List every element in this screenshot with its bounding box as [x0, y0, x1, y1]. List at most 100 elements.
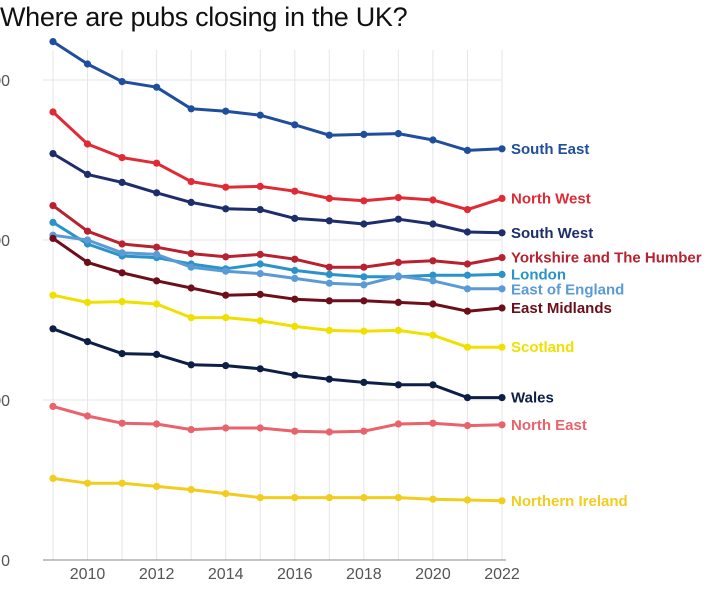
- data-point: [49, 108, 57, 116]
- data-point: [49, 474, 57, 482]
- x-tick-label: 2016: [277, 566, 313, 583]
- data-point: [291, 494, 299, 502]
- data-point: [291, 121, 299, 129]
- data-point: [187, 105, 195, 113]
- data-point: [118, 178, 126, 186]
- data-point: [118, 479, 126, 487]
- data-point: [187, 426, 195, 434]
- data-point: [187, 263, 195, 271]
- data-point: [153, 159, 161, 167]
- data-point: [256, 182, 264, 190]
- series-line: [51, 236, 504, 313]
- data-point: [118, 350, 126, 358]
- data-point: [187, 486, 195, 494]
- data-point: [49, 218, 57, 226]
- data-point: [83, 140, 92, 148]
- data-point: [222, 205, 230, 213]
- data-point: [429, 277, 437, 285]
- data-point: [394, 215, 402, 223]
- series-line: [51, 220, 504, 279]
- data-point: [187, 250, 195, 258]
- series-line: [51, 40, 504, 152]
- series-line: [51, 476, 504, 503]
- data-point: [49, 325, 57, 333]
- series-label: South East: [511, 141, 589, 158]
- data-point: [360, 263, 368, 271]
- data-point: [325, 279, 333, 287]
- data-point: [153, 420, 161, 428]
- data-point: [83, 60, 92, 68]
- data-point: [83, 298, 92, 306]
- data-point: [49, 234, 57, 242]
- data-point: [153, 482, 161, 490]
- data-point: [291, 214, 299, 222]
- series-line: [51, 110, 504, 212]
- series-label: East of England: [511, 281, 624, 298]
- series-label: Scotland: [511, 339, 574, 356]
- data-point: [394, 494, 402, 502]
- data-point: [256, 250, 264, 258]
- data-point: [360, 378, 368, 386]
- data-point: [325, 131, 333, 139]
- data-point: [291, 427, 299, 435]
- data-point: [394, 258, 402, 266]
- data-point: [83, 236, 92, 244]
- data-point: [222, 253, 230, 261]
- data-point: [118, 240, 126, 248]
- data-point: [222, 362, 230, 370]
- data-point: [463, 394, 472, 402]
- data-point: [325, 194, 333, 202]
- data-point: [222, 490, 230, 498]
- data-point: [118, 249, 126, 257]
- data-point: [118, 78, 126, 86]
- data-point: [498, 497, 506, 505]
- data-point: [429, 220, 437, 228]
- data-point: [325, 375, 333, 383]
- data-point: [325, 217, 333, 225]
- data-point: [360, 494, 368, 502]
- data-point: [429, 300, 437, 308]
- data-point: [325, 297, 333, 305]
- series-label: Wales: [511, 390, 554, 407]
- data-point: [187, 361, 195, 369]
- data-point: [153, 83, 161, 91]
- data-point: [360, 327, 368, 335]
- x-tick-label: 2020: [415, 566, 451, 583]
- series-line: [51, 152, 504, 235]
- data-point: [463, 228, 472, 236]
- data-point: [83, 412, 92, 420]
- data-point: [394, 381, 402, 389]
- data-point: [463, 343, 472, 351]
- data-point: [429, 271, 437, 279]
- data-point: [153, 243, 161, 251]
- data-point: [187, 178, 195, 186]
- data-point: [153, 250, 161, 258]
- data-point: [49, 38, 57, 46]
- data-point: [498, 304, 506, 312]
- x-tick-label: 2012: [139, 566, 175, 583]
- data-point: [360, 273, 368, 281]
- series-line: [51, 404, 504, 434]
- data-point: [118, 269, 126, 277]
- data-point: [325, 494, 333, 502]
- series-line: [51, 233, 504, 291]
- data-point: [394, 298, 402, 306]
- data-point: [291, 274, 299, 282]
- data-point: [222, 267, 230, 275]
- series-label: Northern Ireland: [511, 493, 628, 510]
- x-tick-label: 2022: [484, 566, 520, 583]
- data-point: [429, 381, 437, 389]
- series-line: [51, 204, 504, 269]
- data-point: [498, 229, 506, 237]
- data-point: [498, 254, 506, 262]
- data-point: [256, 111, 264, 119]
- data-point: [429, 196, 437, 204]
- data-point: [429, 257, 437, 265]
- data-point: [498, 270, 506, 278]
- data-point: [83, 227, 92, 235]
- data-point: [256, 270, 264, 278]
- y-tick-label: 4000: [0, 233, 10, 250]
- data-point: [256, 260, 264, 268]
- data-point: [429, 136, 437, 144]
- data-point: [49, 402, 57, 410]
